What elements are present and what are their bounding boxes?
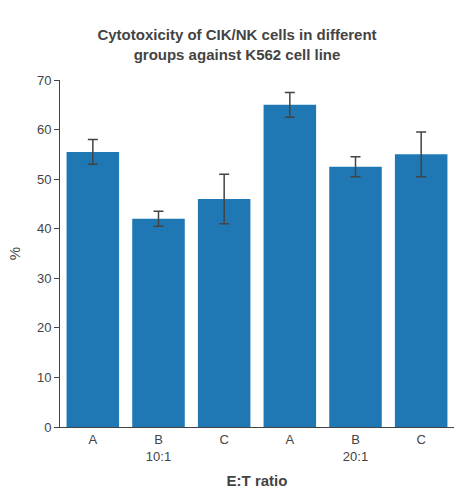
svg-text:20:1: 20:1 [343,449,368,464]
svg-text:60: 60 [37,122,51,137]
svg-text:20: 20 [37,320,51,335]
svg-text:C: C [416,432,425,447]
svg-text:B: B [154,432,163,447]
svg-text:30: 30 [37,271,51,286]
svg-text:A: A [88,432,97,447]
svg-text:E:T ratio: E:T ratio [227,472,288,489]
svg-text:Cytotoxicity of CIK/NK cells i: Cytotoxicity of CIK/NK cells in differen… [97,26,376,63]
svg-text:0: 0 [44,420,51,435]
svg-text:70: 70 [37,73,51,88]
svg-text:A: A [285,432,294,447]
svg-text:B: B [351,432,360,447]
svg-text:40: 40 [37,221,51,236]
svg-text:%: % [6,247,23,260]
svg-text:C: C [219,432,228,447]
svg-text:50: 50 [37,172,51,187]
svg-text:10: 10 [37,370,51,385]
svg-text:10:1: 10:1 [146,449,171,464]
